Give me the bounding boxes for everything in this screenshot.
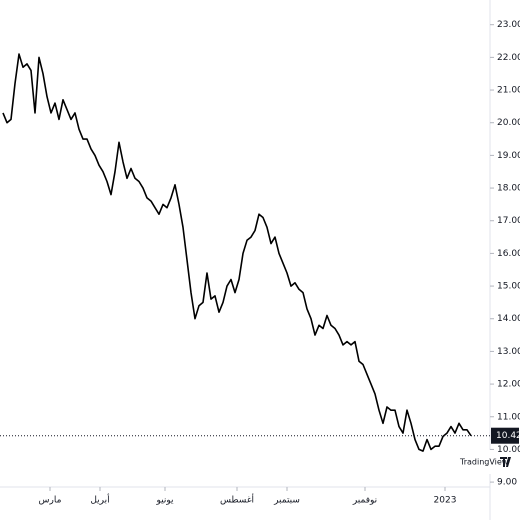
y-tick-label: 19.00 [497, 151, 520, 161]
y-tick-label: 14.00 [497, 314, 520, 324]
x-tick-label: سبتمبر [273, 496, 300, 506]
y-tick-label: 22.00 [497, 53, 520, 63]
y-tick-label: 11.00 [497, 412, 520, 422]
x-tick-label: 2023 [434, 496, 457, 506]
x-tick-label: أغسطس [220, 494, 254, 506]
y-tick-label: 21.00 [497, 86, 520, 96]
price-line [2, 53, 472, 452]
watermark-bg [455, 450, 517, 474]
last-price-label: 10.42 [496, 431, 520, 441]
y-tick-label: 9.00 [497, 478, 517, 488]
y-tick-label: 20.00 [497, 118, 520, 128]
watermark: TradingView [455, 450, 517, 474]
x-tick-label: مارس [39, 496, 62, 506]
y-tick-label: 16.00 [497, 249, 520, 259]
x-tick-label: يونيو [155, 496, 174, 506]
last-price-box [491, 427, 519, 444]
y-tick-label: 12.00 [497, 380, 520, 390]
x-tick-label: نوفمبر [352, 496, 377, 506]
y-tick-label: 10.00 [497, 445, 520, 455]
y-tick-label: 13.00 [497, 347, 520, 357]
y-tick-label: 18.00 [497, 184, 520, 194]
y-tick-label: 23.00 [497, 20, 520, 30]
y-tick-label: 15.00 [497, 282, 520, 292]
y-tick-label: 17.00 [497, 216, 520, 226]
x-tick-label: أبريل [90, 494, 109, 506]
watermark-text: TradingView [459, 458, 509, 467]
watermark-logo [500, 457, 511, 467]
